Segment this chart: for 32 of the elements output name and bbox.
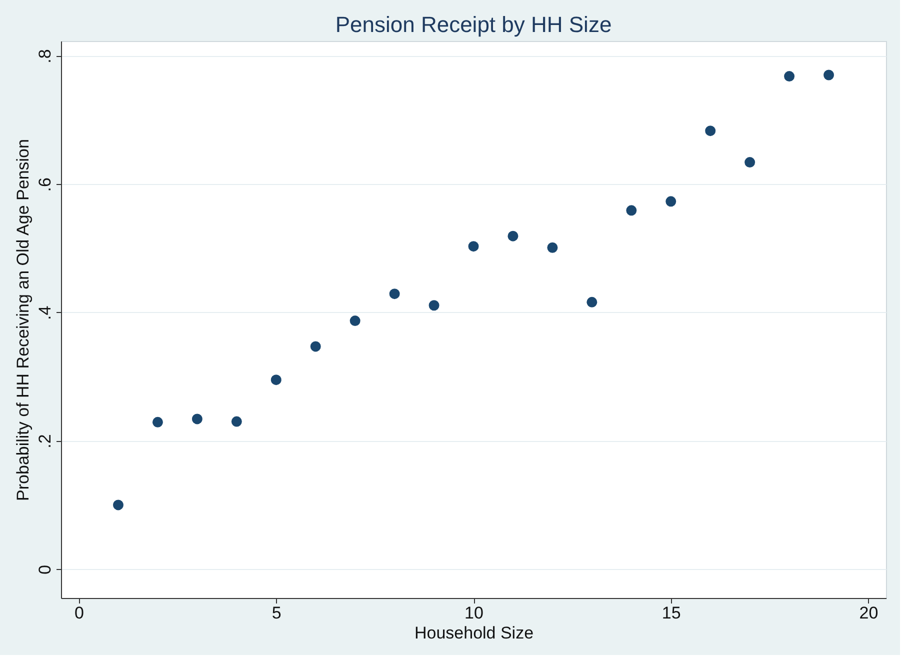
point (192, 414, 202, 424)
y-tick-label: .6 (36, 178, 54, 192)
point (389, 288, 400, 300)
point (744, 157, 756, 168)
point (586, 296, 598, 308)
point (468, 241, 479, 252)
point (231, 416, 242, 427)
y-tick-label: .8 (36, 49, 54, 64)
y-axis-title: Probability of HH Receiving an Old Age Pension (14, 139, 32, 501)
point (112, 500, 124, 510)
point (270, 374, 282, 386)
point (310, 341, 321, 352)
point (705, 126, 716, 136)
point (508, 230, 518, 242)
x-tick-label: 5 (272, 604, 282, 622)
point (824, 70, 834, 80)
point (547, 242, 558, 253)
x-tick-label: 0 (74, 604, 84, 622)
y-tick-label: .4 (36, 306, 54, 320)
y-tick-label: 0 (36, 564, 54, 574)
point (784, 71, 795, 82)
y-tick-label: .2 (36, 434, 54, 448)
x-tick-label: 20 (859, 604, 878, 622)
x-axis-title: Household Size (414, 624, 534, 642)
point (626, 205, 637, 216)
point (152, 416, 163, 428)
point (350, 316, 360, 326)
point (666, 196, 676, 207)
chart-title: Pension Receipt by HH Size (335, 12, 612, 37)
x-tick-label: 15 (662, 604, 681, 622)
x-tick-label: 10 (464, 604, 484, 622)
point (428, 300, 440, 311)
